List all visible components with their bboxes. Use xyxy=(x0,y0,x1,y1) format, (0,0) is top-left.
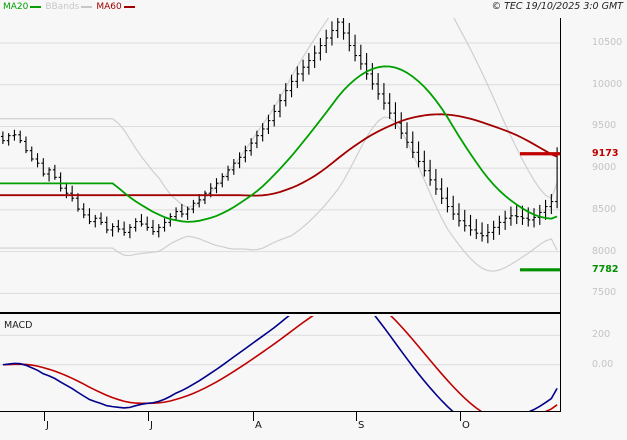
panel-separator-bottom xyxy=(0,411,560,412)
macd-axis-tick-label: 200 xyxy=(592,329,611,341)
price-panel xyxy=(0,18,627,310)
legend-label-ma60: MA60 xyxy=(96,2,122,12)
macd-line xyxy=(2,316,558,412)
macd-plot xyxy=(0,316,560,412)
price-axis-tick-label: 7500 xyxy=(592,287,617,299)
macd-panel xyxy=(0,316,627,412)
x-axis-tick xyxy=(253,412,254,421)
x-axis-label: J xyxy=(150,420,153,431)
price-axis-tick-label: 10000 xyxy=(592,78,623,90)
price-axis-tick-label: 9000 xyxy=(592,162,617,174)
x-axis-tick xyxy=(460,412,461,421)
price-marker-tick xyxy=(556,268,560,271)
x-axis-tick xyxy=(356,412,357,421)
ohlc-bars xyxy=(0,18,560,244)
bbands-upper xyxy=(0,18,558,209)
price-axis-tick-label: 8000 xyxy=(592,245,617,257)
legend-item-ma20[interactable]: MA20 xyxy=(3,2,42,12)
panel-separator-top xyxy=(0,312,560,314)
macd-axis-tick-label: 0.00 xyxy=(592,358,614,370)
x-axis-label: S xyxy=(358,420,365,431)
axis-vertical-divider xyxy=(560,18,561,412)
ma60-line xyxy=(0,113,558,197)
x-axis-tick xyxy=(44,412,45,421)
price-plot xyxy=(0,18,560,294)
price-axis-tick-label: 9500 xyxy=(592,120,617,132)
legend-label-ma20: MA20 xyxy=(3,2,29,12)
x-axis-label: J xyxy=(46,420,49,431)
macd-title: MACD xyxy=(4,320,33,331)
indicator-legend: MA20 BBands MA60 xyxy=(3,1,135,13)
legend-swatch-ma60 xyxy=(123,6,135,8)
price-marker-label-ma60: 9173 xyxy=(592,147,619,159)
legend-item-bbands[interactable]: BBands xyxy=(45,2,93,12)
x-axis-label: A xyxy=(255,420,262,431)
copyright-timestamp: © TEC 19/10/2025 3:0 GMT xyxy=(491,1,623,12)
x-axis-label: O xyxy=(462,420,470,431)
price-marker-label-ma20: 7782 xyxy=(592,263,619,275)
legend-item-ma60[interactable]: MA60 xyxy=(96,2,135,12)
price-axis-tick-label: 8500 xyxy=(592,203,617,215)
ma20-line xyxy=(0,65,558,223)
macd-signal-line xyxy=(2,316,558,412)
bbands-lower xyxy=(0,116,558,272)
price-axis-tick-label: 10500 xyxy=(592,37,623,49)
legend-swatch-ma20 xyxy=(30,6,42,8)
legend-label-bbands: BBands xyxy=(45,2,80,12)
legend-swatch-bbands xyxy=(81,6,93,8)
price-marker-tick xyxy=(556,152,560,155)
x-axis-tick xyxy=(148,412,149,421)
